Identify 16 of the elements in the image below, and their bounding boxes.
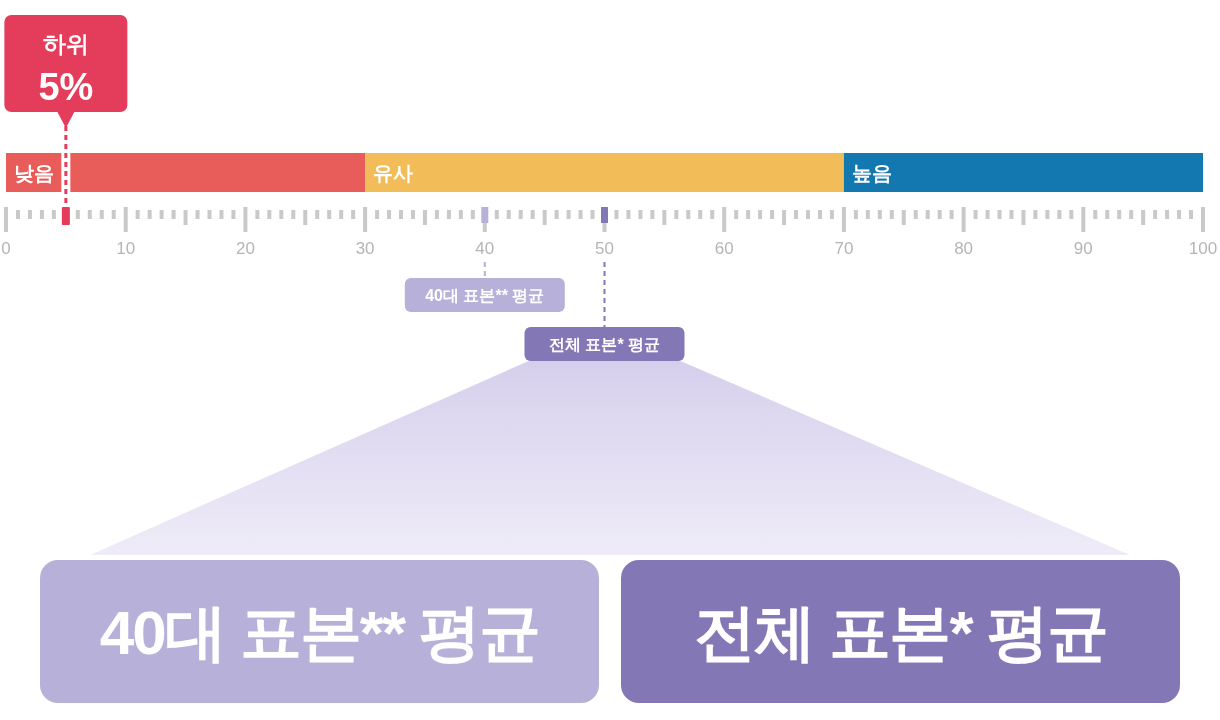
x-tick-label: 90 — [1073, 239, 1093, 258]
x-tick-label: 70 — [834, 239, 854, 258]
x-tick-label: 100 — [1188, 239, 1218, 258]
series-label: 높음 — [851, 161, 892, 184]
x-tick-label: 50 — [595, 239, 614, 258]
x-tick-label: 60 — [714, 239, 734, 258]
x-tick-label: 20 — [235, 239, 255, 258]
x-tick-label: 40 — [475, 239, 495, 258]
x-tick-label: 0 — [1, 239, 11, 258]
annotation: 40대 표본** 평균 — [40, 560, 599, 703]
annotation: 전체 표본* 평균 — [621, 560, 1180, 703]
series-label: 유사 — [373, 161, 414, 184]
series-label: 낮음 — [14, 161, 54, 184]
x-tick-label: 30 — [355, 239, 375, 258]
x-tick-label: 80 — [954, 239, 974, 258]
x-tick-label: 10 — [116, 239, 136, 258]
